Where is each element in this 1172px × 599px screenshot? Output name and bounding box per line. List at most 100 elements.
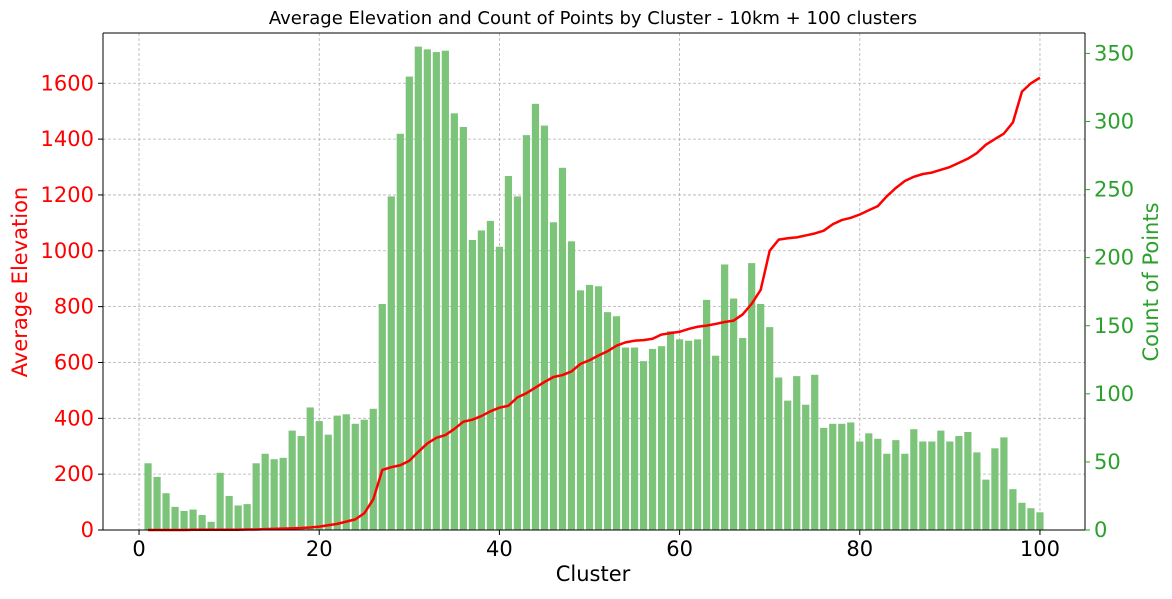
- count-bar: [703, 299, 711, 530]
- count-bar: [486, 220, 494, 530]
- count-bar: [225, 495, 233, 530]
- count-bar: [612, 316, 621, 530]
- count-bar: [982, 479, 990, 530]
- x-tick-label: 60: [666, 537, 693, 561]
- count-bar: [784, 400, 792, 530]
- count-bar: [261, 453, 269, 530]
- count-bar: [351, 423, 359, 530]
- y-right-tick-label: 200: [1094, 246, 1134, 270]
- count-bar: [495, 246, 504, 530]
- count-bar: [739, 338, 747, 530]
- count-bar: [468, 239, 476, 531]
- count-bar: [576, 290, 585, 530]
- count-bar: [531, 103, 540, 530]
- count-bar: [910, 429, 918, 530]
- count-bar: [387, 196, 395, 530]
- count-bar: [730, 298, 738, 530]
- count-bar: [621, 347, 630, 530]
- count-bar: [270, 459, 278, 530]
- count-bar: [955, 436, 963, 530]
- chart-title: Average Elevation and Count of Points by…: [269, 8, 917, 29]
- count-bar: [964, 431, 972, 530]
- y-left-tick-label: 0: [81, 518, 94, 542]
- y-left-tick-label: 600: [54, 350, 94, 374]
- count-bar: [189, 509, 197, 530]
- count-bar: [829, 423, 837, 530]
- count-bar: [513, 196, 522, 530]
- count-bar: [360, 419, 368, 530]
- count-bar: [793, 376, 801, 530]
- y-axis-right-label: Count of Points: [1139, 202, 1163, 361]
- count-bar: [766, 327, 774, 530]
- x-tick-label: 80: [846, 537, 873, 561]
- x-tick-label: 0: [132, 537, 145, 561]
- x-tick-label: 20: [306, 537, 333, 561]
- y-right-tick-label: 0: [1094, 518, 1107, 542]
- count-bar: [432, 52, 440, 530]
- count-bar: [405, 76, 413, 530]
- count-bar: [315, 421, 323, 530]
- y-right-tick-label: 250: [1094, 178, 1134, 202]
- count-bar: [657, 346, 666, 530]
- count-bar: [585, 284, 594, 530]
- count-bar: [1000, 437, 1008, 530]
- count-bar: [946, 441, 954, 530]
- count-bar: [378, 303, 386, 530]
- elevation-line: [148, 76, 1041, 532]
- y-left-tick-label: 400: [54, 406, 94, 430]
- y-left-tick-label: 1000: [41, 239, 94, 263]
- count-bar: [324, 434, 332, 530]
- count-bar: [630, 347, 639, 530]
- count-bar: [153, 476, 161, 530]
- count-bar: [333, 415, 341, 530]
- y-left-tick-label: 800: [54, 295, 94, 319]
- count-bar: [639, 361, 648, 530]
- count-bar: [306, 407, 314, 530]
- count-bar: [594, 286, 603, 530]
- count-bar: [928, 441, 936, 530]
- count-bar: [865, 433, 873, 530]
- y-right-tick-label: 100: [1094, 382, 1134, 406]
- count-bar: [892, 440, 900, 530]
- count-bar: [207, 521, 215, 530]
- count-bar: [991, 448, 999, 530]
- count-bar: [712, 355, 720, 530]
- count-bar: [540, 125, 549, 530]
- count-bar: [396, 133, 404, 530]
- count-bar: [1009, 489, 1017, 530]
- count-bar: [180, 510, 188, 530]
- count-bar: [522, 135, 531, 530]
- count-bar: [441, 50, 449, 531]
- y-axis-left-label: Average Elevation: [8, 187, 32, 377]
- count-bar: [504, 175, 513, 530]
- count-bar: [567, 241, 576, 530]
- count-bar: [477, 230, 485, 530]
- count-bar: [775, 377, 783, 530]
- count-bar: [883, 453, 891, 530]
- count-bar: [243, 504, 251, 530]
- count-bar: [721, 264, 729, 530]
- y-right-tick-label: 150: [1094, 314, 1134, 338]
- count-bar: [820, 427, 828, 530]
- count-bar: [757, 303, 765, 530]
- y-left-tick-label: 200: [54, 462, 94, 486]
- count-bar: [414, 46, 422, 530]
- count-bar: [423, 49, 431, 531]
- count-bar: [802, 404, 810, 530]
- count-bar: [937, 430, 945, 530]
- count-bar: [1036, 512, 1044, 530]
- count-bar: [252, 463, 260, 530]
- count-bar: [684, 340, 693, 530]
- count-bar: [459, 126, 467, 530]
- count-bar: [901, 453, 909, 530]
- count-bar: [648, 348, 657, 530]
- count-bar: [297, 436, 305, 530]
- count-bar: [919, 441, 927, 530]
- count-bar: [450, 113, 458, 531]
- count-bar: [171, 506, 179, 530]
- count-bar: [838, 423, 846, 530]
- count-bar: [216, 472, 224, 530]
- count-bar: [603, 312, 612, 530]
